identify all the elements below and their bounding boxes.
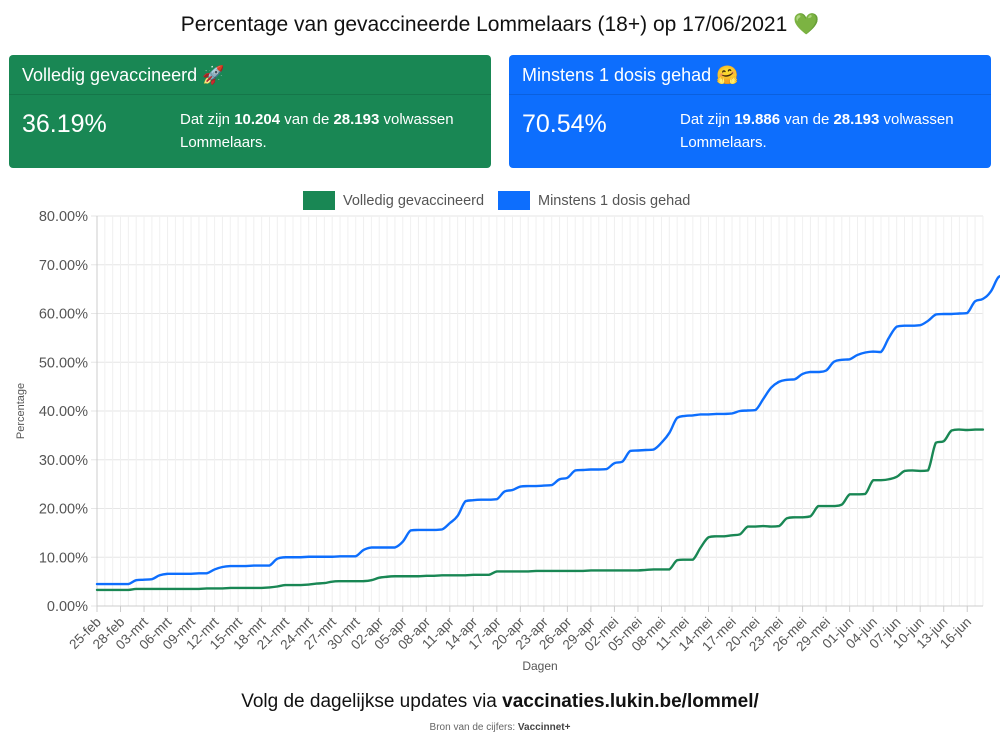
card-description: Dat zijn 10.204 van de 28.193 volwassen … xyxy=(180,108,480,154)
y-tick-label: 10.00% xyxy=(39,550,88,566)
card-header: Volledig gevaccineerd 🚀 xyxy=(9,55,491,95)
chart-legend: Volledig gevaccineerd Minstens 1 dosis g… xyxy=(0,191,1000,211)
source-prefix: Bron van de cijfers: xyxy=(429,722,518,733)
series-line-one-dose xyxy=(95,274,1000,586)
footer-source: Bron van de cijfers: Vaccinnet+ xyxy=(0,722,1000,733)
card-description: Dat zijn 19.886 van de 28.193 volwassen … xyxy=(680,108,980,154)
card-count: 10.204 xyxy=(234,111,281,128)
legend-label: Minstens 1 dosis gehad xyxy=(538,192,691,209)
card-total: 28.193 xyxy=(333,111,380,128)
y-axis-title: Percentage xyxy=(15,383,27,439)
card-header: Minstens 1 dosis gehad 🤗 xyxy=(509,55,991,95)
card-count: 19.886 xyxy=(734,111,781,128)
y-tick-label: 70.00% xyxy=(39,258,88,274)
card-one-dose: Minstens 1 dosis gehad 🤗 70.54% Dat zijn… xyxy=(509,55,991,168)
series-line-fully-vaccinated xyxy=(95,428,985,592)
footer-url[interactable]: vaccinaties.lukin.be/lommel/ xyxy=(502,691,759,712)
y-tick-label: 80.00% xyxy=(39,209,88,225)
card-text-prefix: Dat zijn xyxy=(680,111,735,128)
y-tick-label: 20.00% xyxy=(39,502,88,518)
source-name: Vaccinnet+ xyxy=(517,722,571,733)
y-tick-label: 0.00% xyxy=(47,599,88,615)
legend-swatch-blue xyxy=(498,191,530,210)
card-text-suffix: volwassen Lommelaars. xyxy=(680,111,954,151)
y-tick-label: 30.00% xyxy=(39,453,88,469)
x-axis-title: Dagen xyxy=(522,659,557,673)
legend-item-one-dose[interactable]: Minstens 1 dosis gehad xyxy=(498,191,690,210)
card-text-middle: van de xyxy=(780,111,834,128)
line-chart: 0.00% 10.00% 20.00% 30.00% 40.00% 50.00% 60.00… xyxy=(15,209,1000,673)
y-tick-label: 40.00% xyxy=(39,404,88,420)
legend-swatch-green xyxy=(303,191,335,210)
card-percentage: 36.19% xyxy=(22,110,107,138)
card-text-suffix: volwassen Lommelaars. xyxy=(180,111,454,151)
card-text-middle: van de xyxy=(280,111,334,128)
footer-prefix: Volg de dagelijkse updates via xyxy=(241,691,503,712)
card-total: 28.193 xyxy=(833,111,880,128)
card-text-prefix: Dat zijn xyxy=(180,111,235,128)
card-fully-vaccinated: Volledig gevaccineerd 🚀 36.19% Dat zijn … xyxy=(9,55,491,168)
legend-label: Volledig gevaccineerd xyxy=(343,192,485,209)
card-percentage: 70.54% xyxy=(522,110,607,138)
y-tick-label: 50.00% xyxy=(39,355,88,371)
page-title: Percentage van gevaccineerde Lommelaars … xyxy=(180,13,820,36)
y-tick-label: 60.00% xyxy=(39,307,88,323)
legend-item-fully-vaccinated[interactable]: Volledig gevaccineerd xyxy=(303,191,484,210)
footer-link-line: Volg de dagelijkse updates via vaccinati… xyxy=(0,691,1000,713)
